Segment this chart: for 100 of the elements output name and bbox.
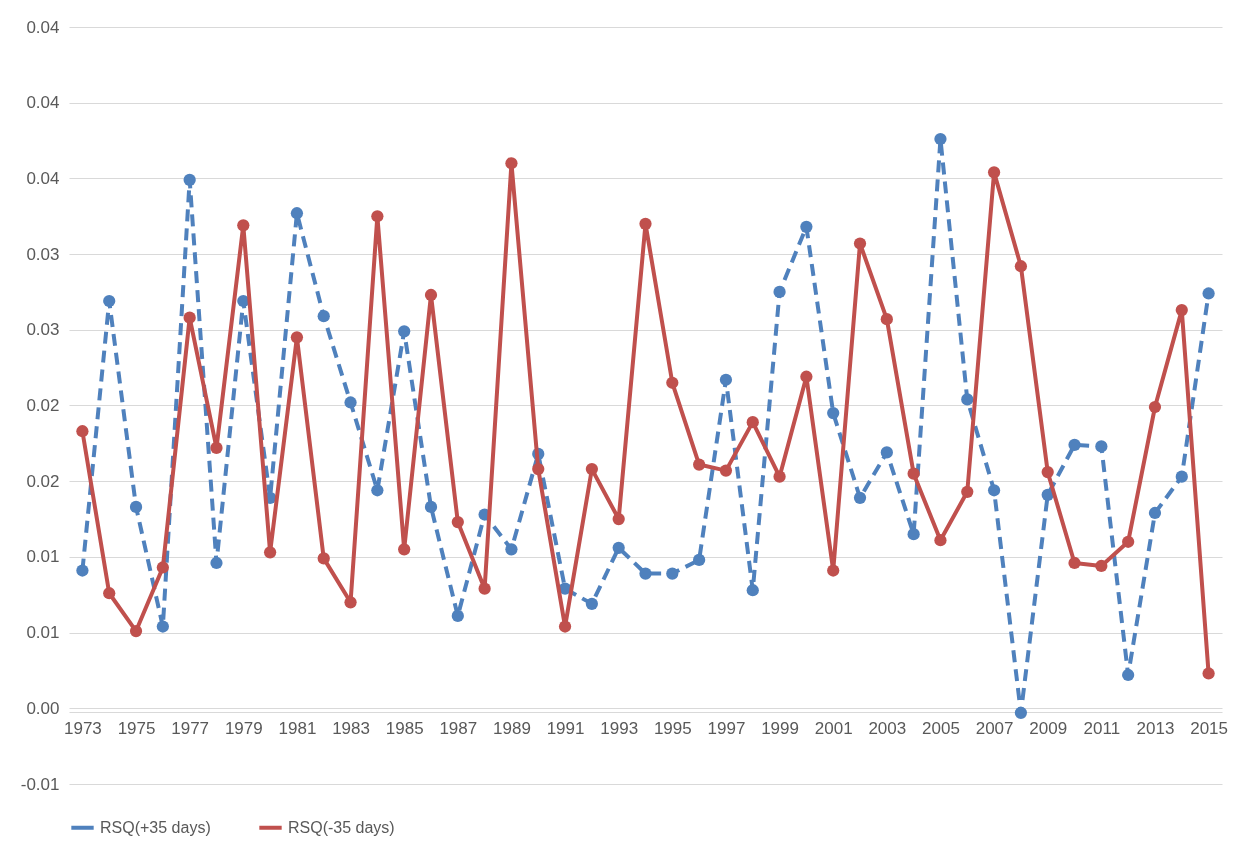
point [693, 553, 706, 567]
x-tick-label: 1999 [761, 718, 799, 738]
point [532, 462, 545, 476]
x-tick-label: 1979 [224, 718, 263, 738]
point [103, 294, 116, 308]
x-tick-label: 1973 [63, 718, 102, 738]
point [1095, 559, 1108, 573]
point [558, 620, 572, 633]
point [263, 546, 277, 559]
x-tick-label: 1981 [278, 718, 317, 738]
x-tick-label: 1983 [332, 718, 370, 738]
point [827, 564, 840, 577]
x-tick-label: 1993 [600, 718, 639, 738]
point [639, 567, 652, 580]
point [505, 157, 518, 170]
point [317, 310, 330, 323]
point [210, 556, 223, 570]
point [961, 393, 974, 406]
point [424, 500, 438, 514]
point [987, 166, 1001, 179]
point [451, 515, 464, 529]
point [129, 624, 143, 638]
point [934, 132, 947, 146]
point [237, 219, 250, 232]
y-tick-label: 0.01 [26, 623, 60, 643]
x-tick-label: 2011 [1083, 718, 1121, 738]
x-tick-label: 1997 [707, 718, 746, 738]
point [398, 325, 411, 338]
point [1068, 438, 1081, 451]
point [1148, 400, 1162, 414]
point [1014, 260, 1028, 273]
point [746, 584, 759, 597]
x-tick-label: 2007 [975, 718, 1014, 738]
point [719, 464, 733, 477]
point [290, 331, 304, 344]
point [451, 609, 464, 623]
point [210, 441, 223, 454]
point [800, 370, 813, 383]
point [478, 582, 491, 595]
point [398, 543, 411, 556]
point [585, 462, 598, 476]
point [344, 596, 357, 609]
point [371, 484, 384, 497]
point [317, 552, 330, 565]
point [156, 561, 169, 574]
point [76, 425, 89, 438]
legend-label: RSQ(-35 days) [288, 818, 395, 836]
point [1175, 470, 1188, 483]
x-tick-label: 1977 [171, 718, 210, 738]
x-tick-label: 2015 [1190, 718, 1229, 738]
point [183, 173, 196, 187]
point [612, 512, 625, 526]
point [129, 500, 143, 514]
point [76, 564, 89, 577]
y-tick-label: 0.01 [26, 547, 60, 567]
point [961, 485, 974, 498]
point [693, 458, 706, 471]
y-tick-label: 0.02 [26, 471, 60, 491]
point [505, 543, 518, 556]
point [666, 376, 679, 389]
point [639, 217, 652, 230]
point [237, 294, 250, 308]
point [880, 313, 893, 326]
x-tick-label: 2009 [1029, 718, 1068, 738]
point [853, 237, 867, 250]
point [746, 416, 759, 429]
point [1095, 440, 1108, 453]
x-tick-label: 1985 [385, 718, 424, 738]
y-tick-label: 0.00 [26, 698, 60, 718]
point [1014, 706, 1028, 719]
y-tick-label: -0.01 [20, 774, 60, 794]
point [585, 597, 598, 610]
point [1041, 488, 1054, 501]
y-tick-label: 0.03 [26, 244, 60, 264]
y-tick-label: 0.03 [26, 320, 60, 340]
point [1148, 506, 1162, 520]
point [934, 534, 947, 547]
point [666, 567, 679, 580]
y-tick-label: 0.04 [26, 93, 60, 113]
point [773, 285, 786, 299]
point [183, 311, 196, 324]
point [987, 484, 1001, 497]
point [1202, 287, 1215, 300]
y-tick-label: 0.02 [26, 396, 60, 415]
point [1202, 667, 1215, 680]
point [103, 587, 116, 600]
point [290, 207, 304, 220]
point [907, 528, 920, 541]
point [1175, 304, 1188, 317]
y-tick-label: 0.04 [26, 17, 60, 37]
x-tick-label: 1995 [653, 718, 692, 738]
point [1122, 535, 1135, 548]
y-tick-label: 0.04 [26, 168, 60, 188]
point [371, 210, 384, 223]
point [1068, 556, 1081, 570]
x-tick-label: 1987 [439, 718, 478, 738]
point [1041, 466, 1054, 479]
point [344, 396, 357, 409]
point [612, 541, 625, 554]
x-tick-label: 2013 [1136, 718, 1175, 738]
